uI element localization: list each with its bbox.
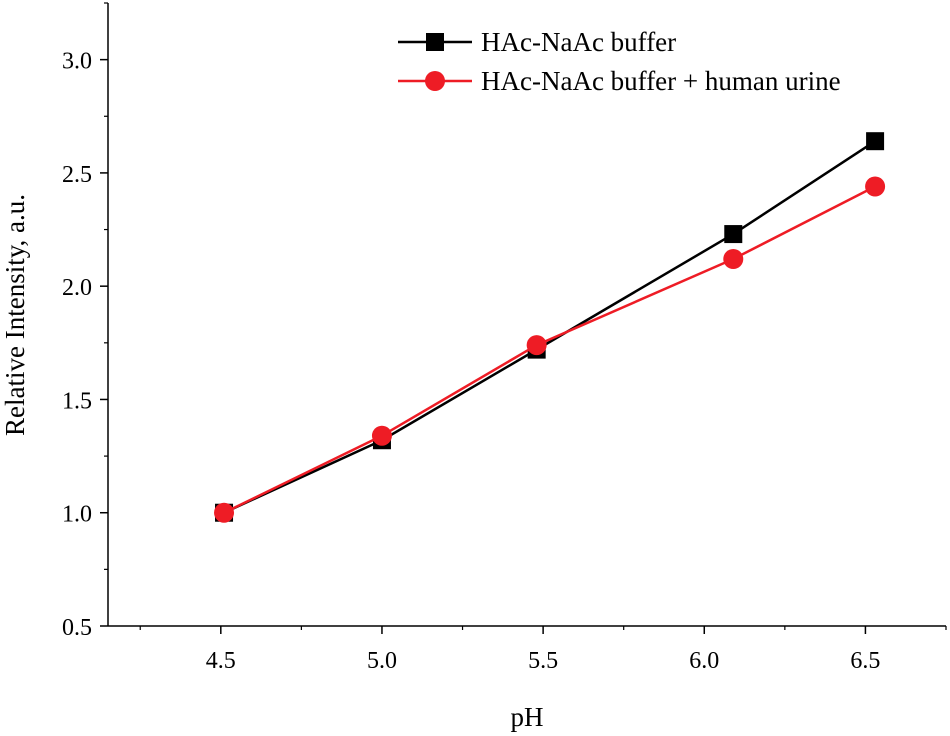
plot-area [107,3,946,627]
x-axis-ticks: 4.5 5.0 5.5 6.0 6.5 [139,626,947,674]
legend-item: HAc-NaAc buffer + human urine [398,66,841,96]
x-tick-label: 5.0 [367,648,397,674]
legend-item: HAc-NaAc buffer [398,27,676,57]
data-point [724,225,743,244]
data-point [526,335,547,356]
x-tick-label: 5.5 [528,648,558,674]
legend-marker [426,33,444,51]
x-tick-label: 4.5 [206,648,236,674]
series-line [223,185,876,514]
y-tick-label: 3.0 [62,49,92,75]
legend: HAc-NaAc buffer HAc-NaAc buffer + human u… [398,27,841,96]
data-point [371,425,392,446]
y-axis-ticks: 0.5 1.0 1.5 2.0 2.5 3.0 [62,2,108,641]
series-1 [215,132,885,522]
data-point [723,248,744,269]
x-tick-label: 6.0 [689,648,719,674]
y-tick-label: 0.5 [62,615,92,641]
y-tick-label: 1.5 [62,388,92,414]
legend-label: HAc-NaAc buffer + human urine [481,66,841,96]
y-axis-title: Relative Intensity, a.u. [0,194,30,436]
series-2 [214,176,886,523]
x-tick-label: 6.5 [850,648,880,674]
legend-marker [425,71,445,91]
data-point [866,132,885,151]
series-layer [214,132,886,523]
y-tick-label: 2.5 [62,162,92,188]
data-point [865,176,886,197]
y-tick-label: 2.0 [62,275,92,301]
y-tick-label: 1.0 [62,502,92,528]
data-point [214,502,235,523]
series-line [223,140,876,514]
legend-label: HAc-NaAc buffer [481,27,676,57]
x-axis-title: pH [511,702,544,732]
